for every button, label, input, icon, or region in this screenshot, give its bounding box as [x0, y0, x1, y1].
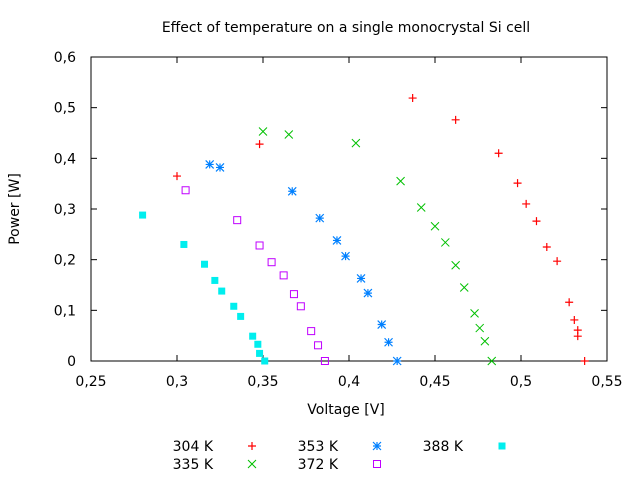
data-point — [230, 302, 238, 310]
data-point — [392, 356, 402, 366]
data-point — [459, 283, 469, 292]
data-point — [237, 312, 245, 320]
data-point — [430, 221, 440, 231]
data-point — [522, 199, 531, 208]
data-point — [205, 159, 215, 169]
x-tick-label: 0,45 — [419, 374, 450, 390]
y-axis-label: Power [W] — [7, 173, 23, 245]
data-point — [258, 127, 268, 136]
plot-frame — [90, 56, 608, 362]
data-point — [181, 186, 190, 195]
data-point — [532, 217, 541, 226]
data-point — [332, 235, 342, 245]
data-point — [487, 356, 497, 366]
data-point — [475, 323, 485, 333]
x-tick-label: 0,4 — [338, 374, 360, 390]
data-point — [513, 179, 522, 188]
data-point — [440, 238, 450, 247]
legend-label: 304 K — [173, 439, 214, 455]
data-point — [279, 271, 288, 280]
legend-label: 372 K — [298, 457, 339, 473]
y-tick-label: 0,4 — [54, 151, 76, 167]
data-point — [261, 357, 269, 365]
data-point — [284, 130, 294, 139]
data-point — [384, 337, 393, 347]
legend-marker — [247, 459, 257, 469]
data-point — [470, 309, 479, 318]
x-axis-label: Voltage [V] — [307, 402, 384, 418]
data-point — [542, 243, 551, 251]
data-point — [341, 251, 350, 261]
data-point — [180, 240, 188, 248]
x-tick-label: 0,55 — [591, 374, 622, 390]
data-point — [201, 260, 209, 268]
data-point — [315, 213, 325, 223]
data-point — [267, 258, 276, 267]
data-point — [408, 94, 417, 103]
data-point — [256, 349, 264, 357]
data-point — [573, 332, 582, 341]
data-point — [356, 273, 366, 283]
data-point — [553, 257, 562, 266]
legend-marker — [373, 460, 381, 468]
data-point — [249, 332, 257, 340]
data-point — [307, 327, 316, 336]
data-point — [255, 140, 264, 149]
x-tick-label: 0,35 — [247, 374, 278, 390]
y-tick-label: 0 — [67, 354, 76, 370]
y-tick-label: 0,3 — [54, 202, 76, 218]
data-point — [570, 315, 579, 324]
data-point — [377, 320, 387, 329]
data-point — [218, 287, 226, 295]
y-tick-label: 0,2 — [54, 253, 76, 269]
legend-label: 388 K — [423, 439, 464, 455]
data-point — [320, 357, 329, 365]
data-point — [494, 149, 503, 158]
data-point — [451, 260, 460, 270]
x-tick-label: 0,25 — [75, 374, 106, 390]
data-point — [451, 115, 460, 124]
data-point — [287, 186, 297, 196]
legend-label: 335 K — [173, 457, 214, 473]
data-point — [254, 340, 262, 348]
data-point — [215, 163, 225, 172]
data-point — [565, 298, 574, 307]
y-tick-label: 0,1 — [54, 303, 76, 319]
legend-label: 353 K — [298, 439, 339, 455]
y-tick-label: 0,5 — [54, 101, 76, 117]
data-point — [351, 138, 361, 148]
data-point — [396, 176, 405, 186]
x-tick-label: 0,3 — [166, 374, 188, 390]
data-point — [480, 336, 490, 346]
chart-title: Effect of temperature on a single monocr… — [162, 20, 530, 36]
data-point — [296, 302, 305, 311]
legend-marker — [498, 442, 506, 450]
y-tick-label: 0,6 — [54, 50, 76, 66]
data-point — [363, 288, 373, 298]
data-point — [139, 211, 147, 219]
data-point — [416, 203, 426, 212]
x-tick-label: 0,5 — [510, 374, 532, 390]
data-point — [233, 216, 242, 225]
data-point — [173, 172, 181, 181]
legend-marker — [372, 441, 382, 451]
legend-marker — [248, 442, 256, 450]
data-point — [255, 241, 264, 250]
data-point — [211, 276, 219, 284]
data-point — [580, 357, 589, 365]
data-point — [314, 341, 323, 350]
data-point — [289, 290, 298, 299]
